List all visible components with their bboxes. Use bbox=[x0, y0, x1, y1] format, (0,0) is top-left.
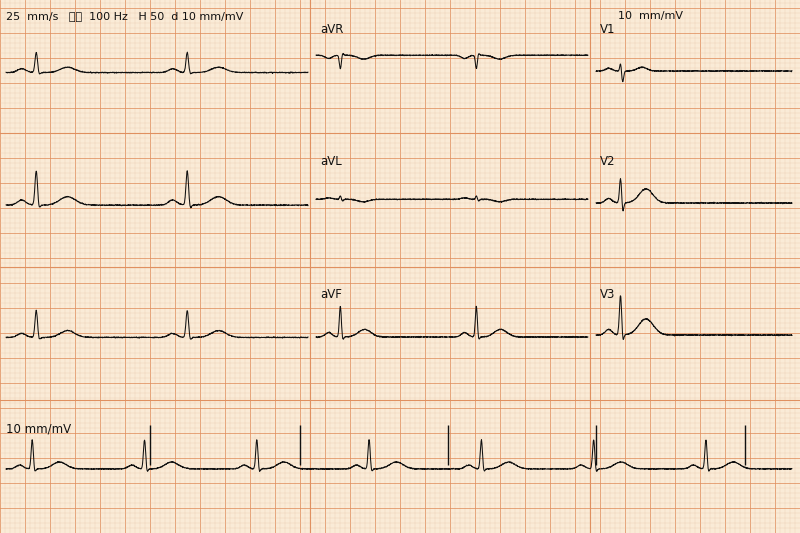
Text: V1: V1 bbox=[600, 23, 615, 36]
Text: V3: V3 bbox=[600, 288, 615, 301]
Text: aVR: aVR bbox=[320, 23, 343, 36]
Text: 10 mm/mV: 10 mm/mV bbox=[6, 423, 71, 436]
Text: V2: V2 bbox=[600, 155, 615, 168]
Text: 10  mm/mV: 10 mm/mV bbox=[618, 11, 683, 21]
Text: aVL: aVL bbox=[320, 155, 342, 168]
Text: aVF: aVF bbox=[320, 288, 342, 301]
Text: 25  mm/s   滤波  100 Hz   H 50  d 10 mm/mV: 25 mm/s 滤波 100 Hz H 50 d 10 mm/mV bbox=[6, 11, 243, 21]
